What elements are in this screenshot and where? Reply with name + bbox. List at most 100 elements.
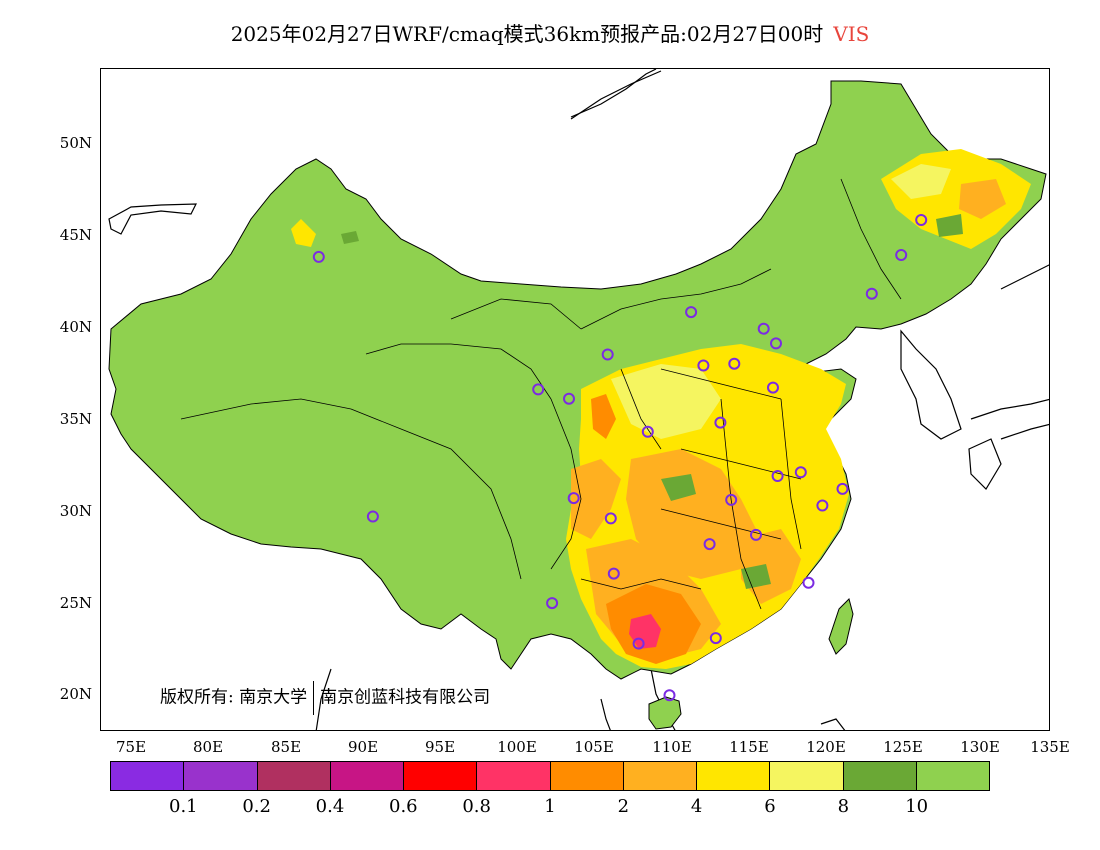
border-gansu	[450, 298, 582, 330]
station-marker-7[interactable]	[770, 337, 782, 350]
station-marker-21[interactable]	[836, 482, 849, 495]
copyright-separator	[313, 681, 315, 715]
station-marker-6[interactable]	[757, 322, 770, 335]
station-marker-11[interactable]	[714, 416, 727, 429]
lon-label-115e: 115E	[729, 738, 769, 756]
coastline-japan	[968, 398, 1049, 490]
lon-label-75e: 75E	[115, 738, 147, 756]
border-tibet-east	[350, 408, 522, 580]
haze-dark-orange-sichuan	[591, 394, 616, 439]
lon-label-130e: 130E	[960, 738, 1000, 756]
lon-label-90e: 90E	[347, 738, 379, 756]
legend-label-7: 4	[690, 796, 703, 817]
station-marker-4[interactable]	[601, 348, 614, 361]
coastline-siberia-lake	[570, 69, 657, 118]
station-marker-1[interactable]	[366, 510, 379, 523]
station-marker-29[interactable]	[915, 214, 928, 226]
station-marker-19[interactable]	[794, 466, 807, 479]
station-marker-10[interactable]	[767, 381, 779, 394]
lon-label-135e: 135E	[1030, 738, 1070, 756]
legend-swatch-4	[404, 762, 478, 790]
station-marker-5[interactable]	[685, 306, 698, 319]
station-marker-13[interactable]	[567, 492, 580, 505]
border-central-2	[660, 368, 782, 400]
station-marker-14[interactable]	[604, 512, 617, 525]
border-sichuan	[550, 398, 582, 570]
dark-green-patch-xinjiang	[341, 231, 359, 244]
lon-label-95e: 95E	[424, 738, 456, 756]
map-frame[interactable]	[100, 68, 1050, 731]
variable-label: VIS	[833, 22, 870, 46]
legend-label-3: 0.6	[389, 796, 418, 817]
color-legend	[110, 761, 990, 791]
border-central-1	[620, 368, 662, 450]
legend-label-4: 0.8	[462, 796, 491, 817]
legend-label-1: 0.2	[242, 796, 271, 817]
lon-label-100e: 100E	[497, 738, 537, 756]
station-marker-28[interactable]	[895, 249, 908, 261]
legend-swatch-3	[330, 762, 404, 790]
station-marker-8[interactable]	[697, 359, 710, 372]
legend-label-8: 6	[764, 796, 776, 817]
station-marker-12[interactable]	[641, 425, 654, 438]
station-marker-24[interactable]	[632, 637, 645, 650]
border-inner-mongolia	[580, 268, 772, 330]
station-marker-3[interactable]	[563, 392, 575, 405]
map-svg	[108, 69, 1049, 730]
northeast-light-patch	[891, 164, 951, 199]
legend-swatch-2	[257, 762, 331, 790]
legend-swatch-6	[550, 762, 624, 790]
station-marker-18[interactable]	[771, 470, 784, 482]
station-marker-16[interactable]	[703, 538, 716, 551]
station-marker-27[interactable]	[607, 567, 620, 580]
legend-swatch-5	[477, 762, 551, 790]
xinjiang-haze	[291, 219, 316, 247]
station-marker-20[interactable]	[816, 499, 829, 512]
legend-swatch-11	[916, 762, 989, 790]
legend-swatch-8	[697, 762, 771, 790]
lon-label-125e: 125E	[883, 738, 923, 756]
legend-swatch-7	[623, 762, 697, 790]
coastline-korea	[900, 329, 962, 440]
border-northeast	[840, 178, 902, 300]
border-central-5	[720, 398, 762, 610]
lon-label-110e: 110E	[652, 738, 692, 756]
taiwan-island	[828, 598, 854, 655]
copyright-org2: 南京创蓝科技有限公司	[320, 687, 491, 708]
station-marker-30[interactable]	[865, 287, 878, 300]
legend-label-2: 0.4	[315, 796, 345, 817]
lon-label-120e: 120E	[806, 738, 846, 756]
light-yellow-patch-north	[611, 364, 721, 439]
dark-green-patches	[341, 214, 963, 589]
lon-label-85e: 85E	[270, 738, 302, 756]
lat-label-30n: 30N	[59, 502, 92, 520]
legend-label-9: 8	[837, 796, 850, 817]
haze-red-core	[629, 614, 661, 649]
copyright-prefix: 版权所有:	[160, 687, 234, 708]
coastline-caspian	[108, 203, 197, 235]
station-marker-2[interactable]	[532, 383, 545, 396]
station-marker-17[interactable]	[750, 528, 762, 541]
lat-label-50n: 50N	[59, 134, 92, 152]
lat-label-25n: 25N	[59, 594, 92, 612]
coastline-philippines	[820, 718, 846, 730]
station-marker-23[interactable]	[709, 632, 722, 645]
station-marker-0[interactable]	[312, 250, 325, 263]
border-xinjiang-tibet	[180, 398, 352, 420]
station-marker-9[interactable]	[728, 357, 741, 370]
lat-label-35n: 35N	[59, 410, 92, 428]
legend-swatch-0	[111, 762, 185, 790]
legend-label-0: 0.1	[169, 796, 198, 817]
hainan-island	[648, 696, 682, 730]
border-central-3	[680, 448, 802, 480]
map-title: 2025年02月27日WRF/cmaq模式36km预报产品:02月27日00时 V…	[0, 18, 1100, 47]
station-marker-25[interactable]	[663, 689, 676, 702]
legend-label-10: 10	[905, 796, 929, 817]
lat-label-20n: 20N	[59, 685, 92, 703]
copyright-notice: 版权所有: 南京大学 南京创蓝科技有限公司	[160, 681, 490, 715]
station-marker-22[interactable]	[802, 576, 815, 589]
legend-label-5: 1	[544, 796, 556, 817]
orange-region-sichuan	[571, 459, 621, 539]
station-marker-15[interactable]	[725, 493, 738, 506]
station-marker-26[interactable]	[546, 597, 559, 610]
